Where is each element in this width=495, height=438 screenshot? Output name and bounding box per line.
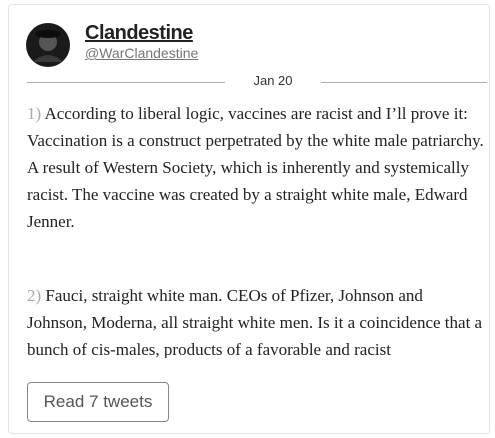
thread-card: Clandestine @WarClandestine Jan 20 1) Ac…	[8, 4, 490, 434]
avatar	[25, 22, 71, 68]
tweet-text: According to liberal logic, vaccines are…	[27, 104, 484, 231]
date-divider: Jan 20	[27, 73, 487, 91]
tweet: 1) According to liberal logic, vaccines …	[27, 100, 485, 235]
page: {"profile": {"name": "Clandestine", "han…	[0, 0, 495, 438]
tweet-text: Fauci, straight white man. CEOs of Pfize…	[27, 286, 482, 358]
profile-handle[interactable]: @WarClandestine	[85, 45, 198, 61]
profile-name[interactable]: Clandestine	[85, 22, 193, 45]
date: Jan 20	[239, 73, 307, 88]
tweet-number: 2)	[27, 286, 41, 305]
divider-line	[321, 82, 487, 83]
tweet: 2) Fauci, straight white man. CEOs of Pf…	[27, 282, 485, 358]
tweet-list: 1) According to liberal logic, vaccines …	[27, 100, 485, 358]
divider-line	[27, 82, 225, 83]
tweet-number: 1)	[27, 104, 41, 123]
read-more-button[interactable]: Read 7 tweets	[27, 382, 169, 422]
